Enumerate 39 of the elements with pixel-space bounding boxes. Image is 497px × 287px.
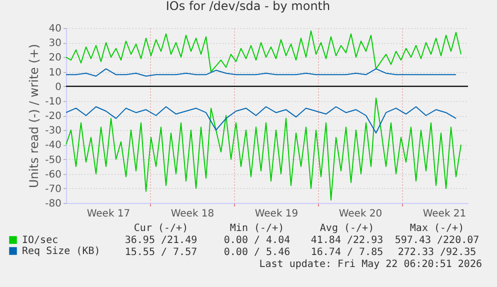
legend-label: IO/sec	[22, 235, 58, 246]
text: Max (-/+)	[410, 223, 464, 234]
chart-title: IOs for /dev/sda - by month	[166, 0, 330, 13]
text: 36.95 /21.49	[124, 235, 198, 246]
y-tick-label: -10	[45, 96, 62, 108]
line-series	[66, 98, 462, 201]
text: 272.33 /92.35	[398, 247, 476, 258]
x-tick-label: Week 19	[254, 208, 298, 220]
x-tick-label: Week 21	[422, 208, 466, 220]
line-series	[66, 106, 456, 134]
y-tick-label: -50	[45, 154, 62, 166]
y-tick-label: 10	[48, 67, 62, 78]
text: Avg (-/+)	[320, 223, 374, 234]
y-tick-label: -60	[45, 169, 62, 180]
x-tick-label: Week 17	[86, 208, 130, 220]
y-tick-label: -30	[45, 126, 62, 137]
text: 597.43 /220.07	[394, 235, 480, 246]
text: 41.84 /22.93	[310, 235, 384, 246]
text: 15.55 / 7.57	[124, 247, 198, 258]
text: 0.00 / 5.46	[224, 247, 290, 258]
y-tick-label: -20	[45, 111, 62, 122]
y-tick-label: -80	[45, 198, 62, 210]
y-tick-label: -70	[45, 184, 62, 195]
y-axis-title: Units read (-) / write (+)	[27, 44, 42, 188]
line-series	[66, 68, 456, 77]
line-series	[66, 30, 462, 72]
text: Last update: Fri May 22 06:20:51 2026	[259, 259, 482, 270]
text: Min (-/+)	[230, 223, 284, 234]
y-tick-label: 30	[48, 38, 62, 50]
legend-label: Req Size (KB)	[22, 246, 100, 257]
x-tick-label: Week 20	[338, 208, 382, 220]
x-tick-label: Week 18	[170, 208, 214, 220]
text: 0.00 / 4.04	[224, 235, 290, 246]
y-tick-label: 40	[48, 24, 62, 34]
text: 16.74 / 7.85	[310, 247, 384, 258]
y-tick-label: 0	[55, 82, 62, 93]
y-tick-label: -40	[45, 140, 62, 152]
y-tick-label: 20	[48, 52, 62, 64]
text: Cur (-/+)	[134, 223, 188, 234]
